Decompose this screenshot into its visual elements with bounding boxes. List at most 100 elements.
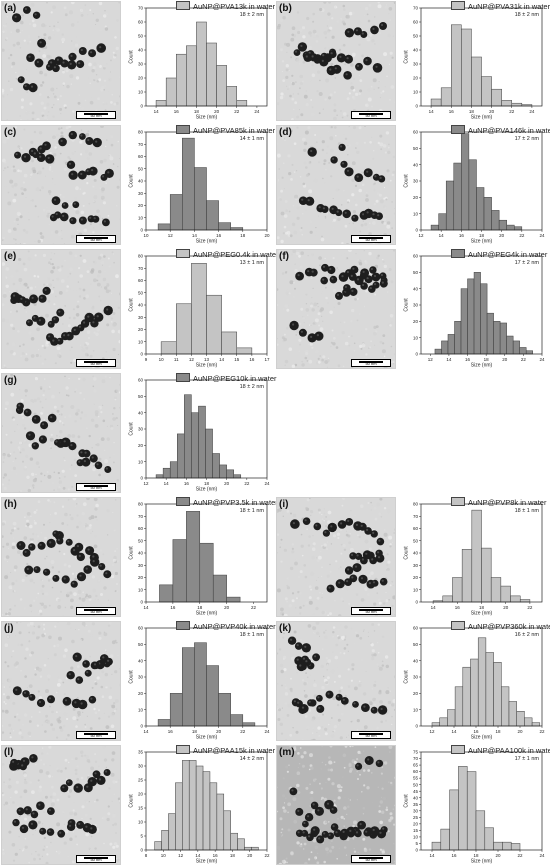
x-tick-label: 16 xyxy=(449,109,455,114)
y-tick-label: 20 xyxy=(413,691,419,696)
y-axis-label: Count xyxy=(129,546,135,560)
histogram-bar xyxy=(226,596,241,603)
x-axis-label: Size (nm) xyxy=(196,735,218,741)
y-tick-label: 60 xyxy=(138,154,144,159)
legend: AuNP@PEG0.4k in water xyxy=(176,249,279,259)
x-tick-label: 22 xyxy=(264,853,270,858)
histogram-bar xyxy=(186,45,197,107)
x-tick-label: 12 xyxy=(143,481,149,486)
histogram-a: 14 16 18 20 22 24 0 10 20 30 40 50 60 70 Size (nm) Coun… xyxy=(128,0,275,121)
x-tick-label: 20 xyxy=(224,481,230,486)
tem-image: (i) 50 nm xyxy=(276,497,396,617)
x-tick-label: 12 xyxy=(189,357,195,362)
legend: AuNP@PEG4k in water xyxy=(451,249,547,259)
y-tick-label: 10 xyxy=(138,707,144,712)
histogram-bar xyxy=(218,222,231,231)
scale-bar-label: 50 nm xyxy=(90,733,102,738)
legend-swatch xyxy=(451,125,465,134)
histogram-bar xyxy=(491,210,500,231)
y-tick-label: 30 xyxy=(413,62,419,67)
legend-text: AuNP@PEG10k in water xyxy=(193,374,277,383)
histogram-bar xyxy=(476,187,485,231)
histogram-bar xyxy=(434,348,442,355)
size-annotation: 13 ± 1 nm xyxy=(239,260,264,266)
y-axis-label: Count xyxy=(129,174,135,188)
y-axis-label: Count xyxy=(404,298,410,312)
y-tick-label: 20 xyxy=(138,575,144,580)
scale-bar-line xyxy=(359,733,383,735)
histogram-bar xyxy=(176,53,187,107)
panel-label: (a) xyxy=(4,3,17,14)
histogram-bar xyxy=(508,701,517,727)
legend-text: AuNP@PVA146k in water xyxy=(468,126,550,135)
x-tick-label: 15 xyxy=(234,357,240,362)
x-tick-label: 18 xyxy=(204,481,210,486)
legend-text: AuNP@PVP40k in water xyxy=(193,622,276,631)
x-tick-label: 16 xyxy=(473,729,479,734)
legend-swatch xyxy=(176,497,190,506)
size-annotation: 18 ± 2 nm xyxy=(514,12,539,18)
histogram-bar xyxy=(531,722,541,727)
histogram-bar xyxy=(453,162,462,231)
histogram-bar xyxy=(480,283,488,355)
x-axis-label: Size (nm) xyxy=(196,363,218,369)
histogram-bar xyxy=(481,547,492,603)
histogram-bar xyxy=(447,334,455,355)
x-axis-label: Size (nm) xyxy=(471,735,493,741)
scale-bar-label: 50 nm xyxy=(90,361,102,366)
scale-bar-line xyxy=(359,113,383,115)
histogram-bar xyxy=(251,846,259,851)
panel-m: (m) 50 nm 14 16 18 20 22 24 0 5 10 15 20 25 30 35 40 45 50… xyxy=(275,744,550,866)
histogram-bar xyxy=(442,595,453,603)
panel-label: (b) xyxy=(279,3,292,14)
histogram-bar xyxy=(438,213,447,231)
histogram-bar xyxy=(169,194,183,231)
x-tick-label: 22 xyxy=(240,729,246,734)
y-tick-label: 60 xyxy=(413,20,419,25)
y-tick-label: 20 xyxy=(413,821,419,826)
histogram-bar xyxy=(205,428,213,479)
y-tick-label: 15 xyxy=(138,806,144,811)
x-tick-label: 20 xyxy=(489,109,495,114)
histogram-bar xyxy=(172,539,187,603)
legend: AuNP@PVP40k in water xyxy=(176,621,276,631)
x-axis-label: Size (nm) xyxy=(471,363,493,369)
y-tick-label: 60 xyxy=(413,626,419,631)
panel-g: (g) 50 nm 12 14 16 18 20 22 24 0 10 20 30 40 50 60 Size … xyxy=(0,372,276,494)
scale-bar-line xyxy=(84,237,108,239)
scale-bar: 50 nm xyxy=(351,731,391,739)
histogram-bar xyxy=(516,711,525,727)
histogram-bar xyxy=(485,652,494,727)
histogram-l: 8 10 12 14 16 18 20 22 0 5 10 15 20 25 30 35 Size (nm) Co… xyxy=(128,744,275,865)
y-tick-label: 20 xyxy=(138,76,144,81)
scale-bar-line xyxy=(359,361,383,363)
histogram-bar xyxy=(519,599,531,603)
x-tick-label: 24 xyxy=(539,853,545,858)
y-tick-label: 10 xyxy=(413,335,419,340)
y-tick-label: 0 xyxy=(415,600,418,605)
histogram-bar xyxy=(168,813,176,851)
y-tick-label: 60 xyxy=(413,130,419,135)
y-tick-label: 20 xyxy=(138,792,144,797)
y-tick-label: 10 xyxy=(413,835,419,840)
y-tick-label: 70 xyxy=(138,514,144,519)
panel-label: (k) xyxy=(279,623,292,634)
histogram-bar xyxy=(519,347,527,355)
histogram-bar xyxy=(512,340,520,355)
histogram-bar xyxy=(230,227,244,231)
histogram-svg: 14 16 18 20 22 0 10 20 30 40 50 60 70 80 Size (nm) Coun… xyxy=(404,502,543,617)
histogram-bar xyxy=(165,77,177,107)
y-tick-label: 10 xyxy=(413,90,419,95)
scale-bar-line xyxy=(359,237,383,239)
histogram-bar xyxy=(191,412,199,479)
histogram-bar xyxy=(501,686,510,727)
y-tick-label: 30 xyxy=(138,315,144,320)
x-tick-label: 10 xyxy=(161,853,167,858)
histogram-bar xyxy=(484,827,494,851)
scale-bar: 50 nm xyxy=(351,235,391,243)
histogram-svg: 12 14 16 18 20 22 24 0 10 20 30 40 50 60 Size (nm) Coun… xyxy=(404,254,545,369)
tem-micrograph xyxy=(2,746,120,864)
histogram-bar xyxy=(244,846,252,851)
x-tick-label: 18 xyxy=(479,233,485,238)
